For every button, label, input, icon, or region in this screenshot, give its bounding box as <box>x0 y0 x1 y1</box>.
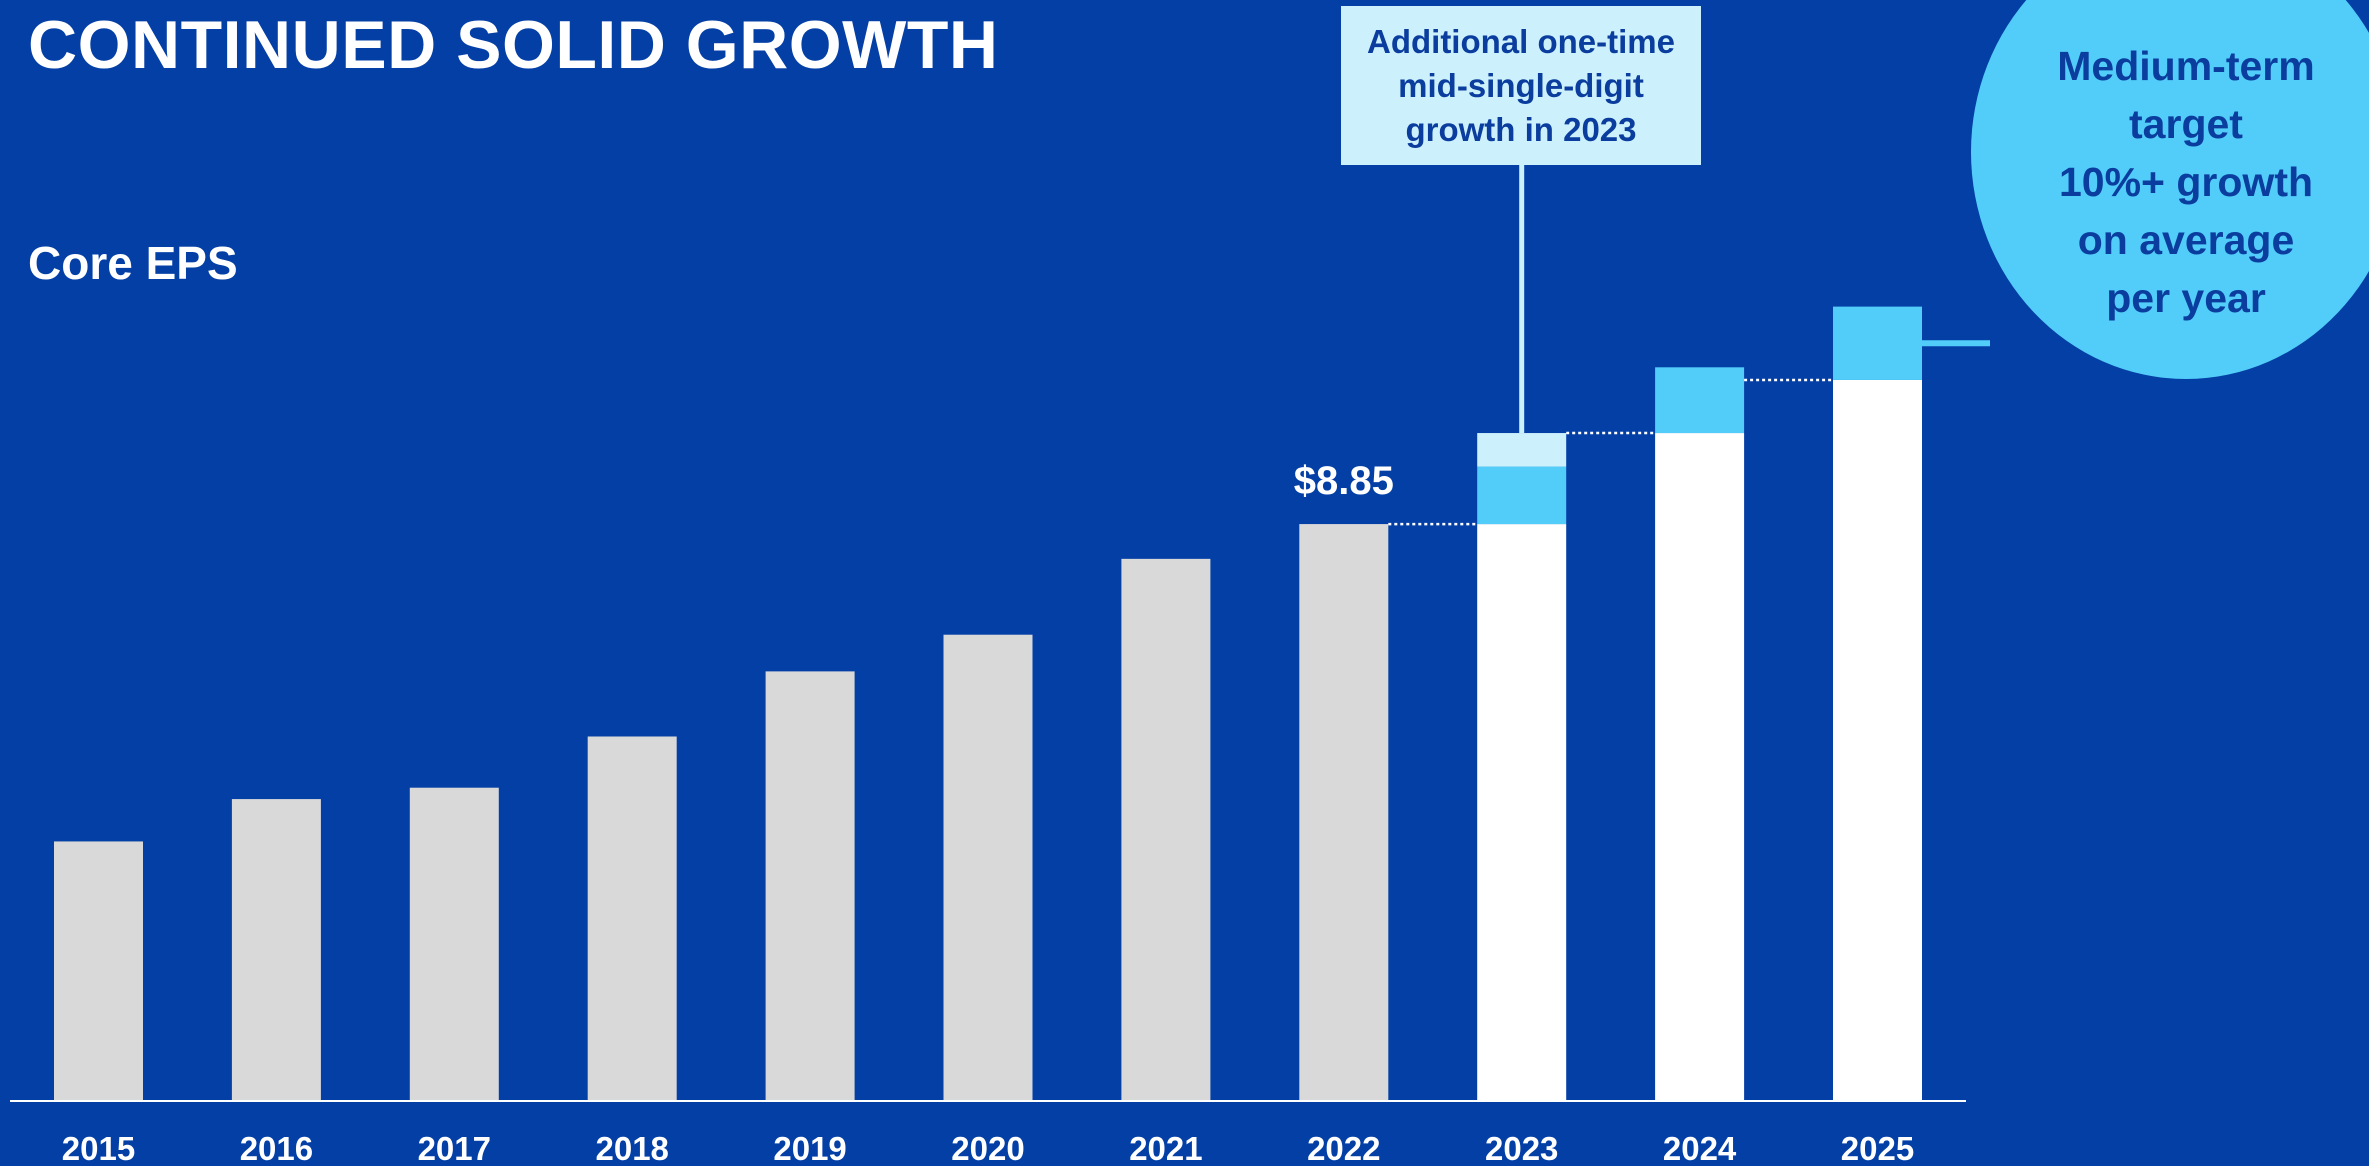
bar-2016 <box>231 799 321 1100</box>
x-tick-label-2016: 2016 <box>240 1130 313 1166</box>
bar-2020 <box>943 634 1033 1100</box>
chart-subtitle: Core EPS <box>28 237 238 289</box>
one-time-callout-line-2: mid-single-digit <box>1398 67 1644 104</box>
bar-2017 <box>409 787 499 1100</box>
data-label-2022: $8.85 <box>1294 459 1394 503</box>
bar-2025-base <box>1833 379 1922 1101</box>
target-callout-line-1: Medium-term <box>2057 43 2315 89</box>
bar-2022 <box>1299 524 1389 1100</box>
bar-2023-base <box>1477 524 1567 1100</box>
bar-2021 <box>1121 558 1211 1100</box>
target-callout-line-3: 10%+ growth <box>2058 159 2314 205</box>
bar-2019 <box>765 671 855 1100</box>
one-time-callout-line-3: growth in 2023 <box>1405 111 1637 148</box>
x-tick-label-2015: 2015 <box>62 1130 135 1166</box>
target-callout-line-2: target <box>2129 101 2243 147</box>
x-tick-label-2021: 2021 <box>1129 1130 1202 1166</box>
x-tick-label-2020: 2020 <box>951 1130 1024 1166</box>
x-tick-label-2022: 2022 <box>1307 1130 1380 1166</box>
target-callout-line-5: per year <box>2106 275 2266 321</box>
bar-2024-growth-increment <box>1655 367 1745 434</box>
x-tick-label-2019: 2019 <box>773 1130 846 1166</box>
x-tick-label-2018: 2018 <box>595 1130 668 1166</box>
slide-title: CONTINUED SOLID GROWTH <box>28 7 999 83</box>
bar-2024-base <box>1655 433 1745 1100</box>
bar-2015 <box>54 841 143 1100</box>
bar-2023-growth-increment <box>1477 466 1567 525</box>
medium-term-target-callout: Medium-term target 10%+ growth on averag… <box>1971 0 2369 379</box>
x-tick-label-2017: 2017 <box>418 1130 491 1166</box>
bar-2025-growth-increment <box>1833 306 1922 380</box>
target-callout-line-4: on average <box>2077 217 2295 263</box>
bar-2023-one-time-increment <box>1477 433 1567 467</box>
x-tick-label-2024: 2024 <box>1663 1130 1737 1166</box>
one-time-callout-line-1: Additional one-time <box>1367 23 1675 60</box>
bar-2018 <box>587 736 677 1100</box>
one-time-growth-callout: Additional one-time mid-single-digit gro… <box>1341 6 1701 165</box>
x-tick-label-2025: 2025 <box>1841 1130 1914 1166</box>
x-tick-label-2023: 2023 <box>1485 1130 1558 1166</box>
